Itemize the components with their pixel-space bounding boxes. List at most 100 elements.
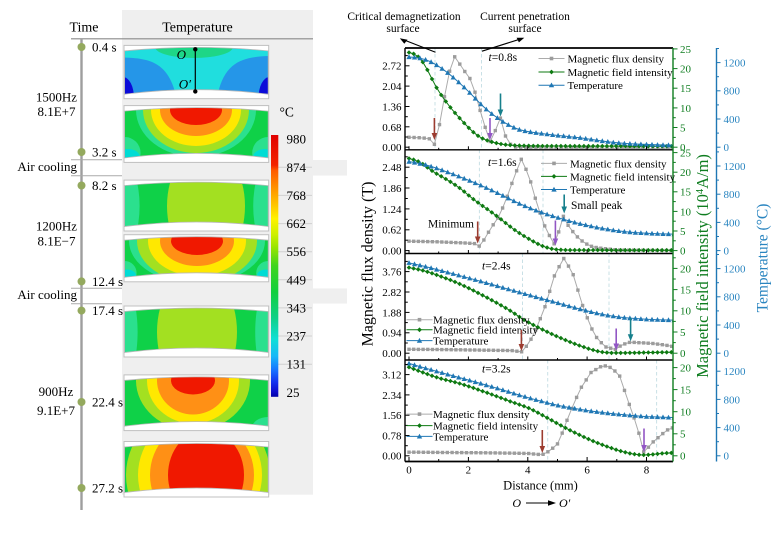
svg-text:Magnetic flux density: Magnetic flux density — [433, 409, 530, 421]
svg-text:20: 20 — [680, 363, 692, 375]
svg-text:2.72: 2.72 — [382, 61, 401, 73]
svg-text:400: 400 — [724, 114, 741, 126]
svg-text:1200: 1200 — [724, 264, 747, 276]
svg-text:4: 4 — [525, 465, 531, 477]
svg-text:Magnetic field intensity: Magnetic field intensity — [433, 325, 539, 337]
svg-text:25: 25 — [287, 385, 300, 400]
svg-text:874: 874 — [287, 160, 307, 175]
svg-text:3.12: 3.12 — [382, 370, 401, 382]
svg-text:0.00: 0.00 — [382, 246, 402, 258]
svg-text:800: 800 — [724, 292, 741, 304]
svg-text:Magnetic field intensity: Magnetic field intensity — [568, 67, 674, 79]
svg-text:t=3.2s: t=3.2s — [482, 363, 511, 375]
svg-text:1200: 1200 — [724, 58, 747, 70]
svg-text:Magnetic flux density (T): Magnetic flux density (T) — [360, 182, 377, 347]
svg-text:8: 8 — [644, 465, 650, 477]
svg-text:Temperature (°C): Temperature (°C) — [755, 204, 772, 313]
svg-text:800: 800 — [724, 86, 741, 98]
svg-text:10: 10 — [680, 103, 692, 115]
svg-text:20: 20 — [680, 167, 692, 179]
svg-text:Air cooling: Air cooling — [17, 287, 77, 302]
svg-text:5: 5 — [680, 226, 686, 238]
svg-text:25: 25 — [680, 44, 692, 56]
svg-text:Temperature: Temperature — [568, 80, 624, 92]
svg-text:Temperature: Temperature — [162, 21, 233, 36]
svg-text:10: 10 — [680, 407, 692, 419]
svg-text:Air cooling: Air cooling — [17, 159, 77, 174]
svg-text:400: 400 — [724, 320, 741, 332]
svg-text:O′: O′ — [559, 496, 571, 510]
svg-text:400: 400 — [724, 423, 741, 435]
svg-text:Magnetic flux density: Magnetic flux density — [568, 53, 665, 65]
svg-text:0.00: 0.00 — [382, 451, 402, 463]
svg-text:15: 15 — [680, 83, 692, 95]
svg-text:0: 0 — [724, 246, 730, 258]
svg-text:131: 131 — [287, 357, 307, 372]
svg-text:t=0.8s: t=0.8s — [489, 52, 518, 64]
svg-text:20: 20 — [680, 263, 692, 275]
svg-text:6: 6 — [584, 465, 590, 477]
svg-text:900Hz: 900Hz — [39, 384, 74, 399]
svg-text:O′: O′ — [179, 77, 191, 92]
svg-text:400: 400 — [724, 217, 741, 229]
svg-text:662: 662 — [287, 216, 307, 231]
svg-text:surface: surface — [508, 23, 541, 35]
svg-text:0.94: 0.94 — [382, 328, 402, 340]
svg-text:0.00: 0.00 — [382, 142, 402, 154]
svg-text:1500Hz: 1500Hz — [36, 90, 77, 105]
svg-text:1.88: 1.88 — [382, 307, 402, 319]
svg-text:27.2 s: 27.2 s — [92, 481, 123, 496]
svg-text:0.00: 0.00 — [382, 348, 402, 360]
svg-text:5: 5 — [680, 122, 686, 134]
svg-text:0.4 s: 0.4 s — [92, 40, 117, 55]
svg-text:0: 0 — [680, 142, 686, 154]
svg-text:8.2 s: 8.2 s — [92, 178, 117, 193]
svg-text:3.76: 3.76 — [382, 267, 402, 279]
svg-text:0: 0 — [680, 348, 686, 360]
svg-text:1.56: 1.56 — [382, 410, 402, 422]
svg-text:343: 343 — [287, 300, 307, 315]
svg-text:O: O — [512, 496, 521, 510]
svg-text:Temperature: Temperature — [570, 184, 626, 196]
svg-text:Temperature: Temperature — [433, 336, 489, 348]
svg-text:Magnetic field intensity: Magnetic field intensity — [433, 421, 539, 433]
svg-text:2.04: 2.04 — [382, 81, 402, 93]
svg-text:768: 768 — [287, 188, 307, 203]
svg-text:0: 0 — [724, 142, 730, 154]
svg-text:Magnetic flux density: Magnetic flux density — [433, 315, 530, 327]
svg-text:1.36: 1.36 — [382, 101, 402, 113]
svg-text:surface: surface — [386, 23, 419, 35]
svg-text:15: 15 — [680, 187, 692, 199]
svg-text:9.1E+7: 9.1E+7 — [37, 403, 76, 418]
svg-text:3.2 s: 3.2 s — [92, 145, 117, 160]
svg-text:Critical demagnetization: Critical demagnetization — [347, 11, 461, 23]
svg-text:0: 0 — [724, 348, 730, 360]
svg-text:556: 556 — [287, 244, 307, 259]
svg-text:800: 800 — [724, 394, 741, 406]
svg-text:1200: 1200 — [724, 366, 747, 378]
svg-text:800: 800 — [724, 189, 741, 201]
svg-text:8.1E+7: 8.1E+7 — [37, 104, 76, 119]
svg-text:Minimum: Minimum — [428, 219, 474, 231]
svg-text:0: 0 — [724, 451, 730, 463]
svg-text:Small peak: Small peak — [571, 200, 623, 212]
svg-text:Current penetration: Current penetration — [480, 11, 570, 23]
svg-text:Magnetic field intensity: Magnetic field intensity — [570, 171, 676, 183]
svg-text:Magnetic flux density: Magnetic flux density — [570, 158, 667, 170]
svg-text:0: 0 — [680, 246, 686, 258]
svg-text:Time: Time — [69, 21, 98, 36]
svg-text:O: O — [177, 47, 187, 62]
svg-text:10: 10 — [680, 206, 692, 218]
svg-text:t=1.6s: t=1.6s — [488, 157, 517, 169]
svg-text:10: 10 — [680, 306, 692, 318]
svg-text:237: 237 — [287, 329, 307, 344]
svg-text:2.82: 2.82 — [382, 287, 401, 299]
svg-text:25: 25 — [680, 148, 692, 160]
svg-text:Distance (mm): Distance (mm) — [503, 479, 578, 493]
svg-text:5: 5 — [680, 429, 686, 441]
svg-text:Magnetic field intensity (104A: Magnetic field intensity (104A/m) — [693, 154, 712, 378]
svg-text:t=2.4s: t=2.4s — [482, 261, 511, 273]
svg-text:8.1E−7: 8.1E−7 — [37, 234, 76, 249]
svg-text:1200Hz: 1200Hz — [36, 219, 77, 234]
svg-text:1200: 1200 — [724, 161, 747, 173]
